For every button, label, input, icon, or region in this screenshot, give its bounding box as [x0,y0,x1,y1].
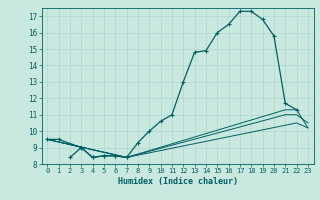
X-axis label: Humidex (Indice chaleur): Humidex (Indice chaleur) [118,177,237,186]
